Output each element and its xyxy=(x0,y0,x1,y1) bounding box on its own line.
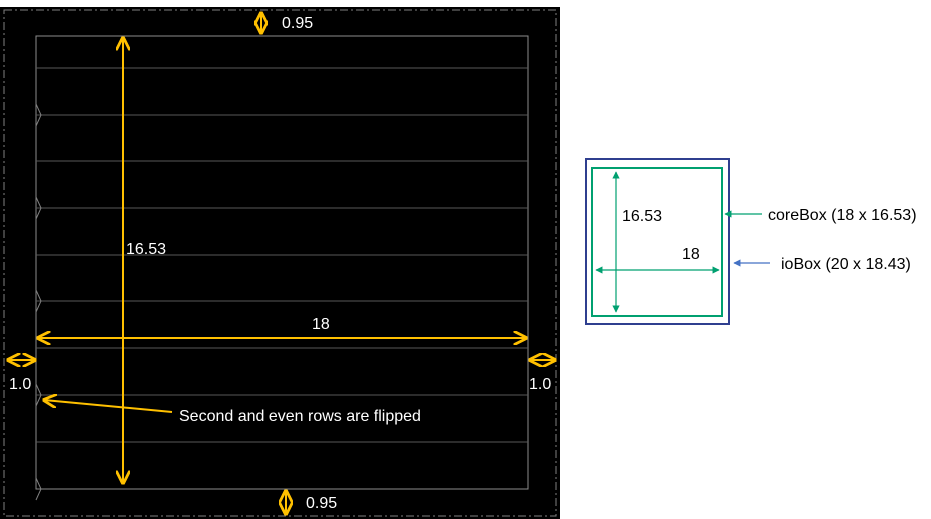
left-margin-label: 1.0 xyxy=(9,376,31,393)
top-margin-label: 0.95 xyxy=(282,15,313,32)
bottom-margin-label: 0.95 xyxy=(306,495,337,512)
core-area xyxy=(35,35,529,490)
orientation-marker xyxy=(35,103,42,127)
legend-height-label: 16.53 xyxy=(622,208,662,225)
legend-width-label: 18 xyxy=(682,246,700,263)
right-margin-label: 1.0 xyxy=(529,376,551,393)
height-label: 16.53 xyxy=(126,241,166,258)
legend-diagram: 16.53 18 coreBox (18 x 16.53) ioBox (20 … xyxy=(585,158,917,325)
rows-note-label: Second and even rows are flipped xyxy=(179,408,421,425)
orientation-marker xyxy=(35,383,42,407)
orientation-marker xyxy=(35,196,42,220)
layout-canvas xyxy=(0,7,560,519)
iobox-label: ioBox (20 x 18.43) xyxy=(781,256,911,273)
width-label: 18 xyxy=(312,316,330,333)
orientation-marker xyxy=(35,289,42,313)
corebox-rect xyxy=(591,167,723,317)
orientation-marker xyxy=(35,477,42,501)
io-boundary xyxy=(3,9,557,517)
rows-note-arrow xyxy=(44,400,173,413)
corebox-label: coreBox (18 x 16.53) xyxy=(768,207,917,224)
row-orientation-markers xyxy=(35,103,42,501)
floorplan-layout: 0.95 0.95 16.53 18 1.0 1.0 Second and ev… xyxy=(0,7,560,519)
iobox-rect xyxy=(585,158,730,325)
